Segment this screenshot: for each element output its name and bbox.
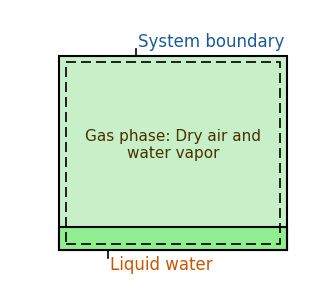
Text: Liquid water: Liquid water [110, 256, 213, 274]
Bar [59, 227, 287, 250]
Text: System boundary: System boundary [139, 33, 285, 51]
Bar [59, 56, 287, 250]
Text: Gas phase: Dry air and
water vapor: Gas phase: Dry air and water vapor [85, 128, 261, 161]
Bar [66, 62, 280, 245]
